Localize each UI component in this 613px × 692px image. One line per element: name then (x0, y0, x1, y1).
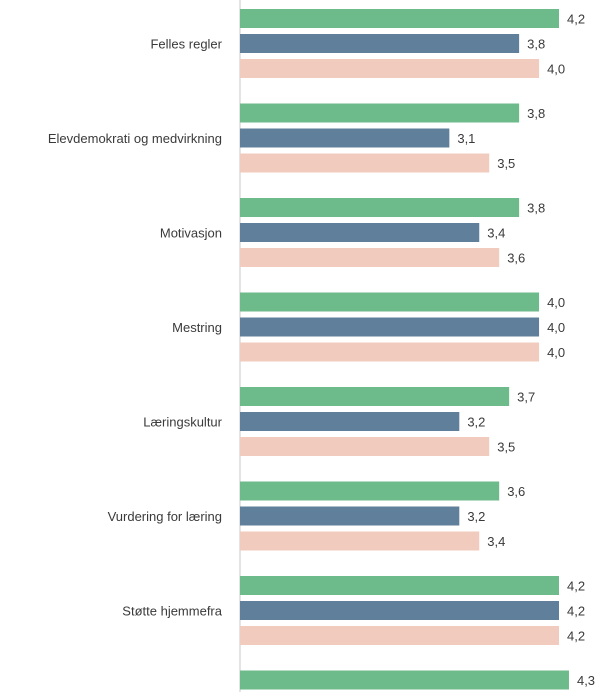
bar (240, 437, 490, 456)
data-label: 4,2 (567, 579, 585, 594)
bars-group (240, 9, 569, 690)
bar (240, 103, 520, 123)
category-label: Motivasjon (160, 226, 222, 241)
bar (240, 626, 559, 645)
category-label: Læringskultur (143, 415, 222, 430)
bar (240, 248, 500, 267)
category-label: Felles regler (150, 37, 222, 52)
data-label: 3,1 (457, 131, 475, 146)
data-label: 3,6 (507, 484, 525, 499)
bar (240, 601, 559, 620)
bar (240, 670, 569, 690)
data-label: 3,6 (507, 251, 525, 266)
category-label: Elevdemokrati og medvirkning (48, 131, 222, 146)
data-label: 3,4 (487, 226, 505, 241)
data-label: 4,3 (577, 673, 595, 688)
bar (240, 387, 510, 406)
bar (240, 292, 540, 312)
category-label: Mestring (172, 320, 222, 335)
bar (240, 198, 520, 217)
data-label: 3,4 (487, 534, 505, 549)
data-label: 4,0 (547, 320, 565, 335)
bar (240, 223, 480, 242)
data-label: 4,2 (567, 604, 585, 619)
data-label: 3,8 (527, 37, 545, 52)
data-label: 3,2 (467, 509, 485, 524)
bar (240, 9, 559, 28)
bar (240, 128, 450, 148)
data-label: 4,0 (547, 62, 565, 77)
bar (240, 317, 540, 337)
bar (240, 576, 559, 595)
data-label: 3,5 (497, 440, 515, 455)
data-label: 3,5 (497, 156, 515, 171)
category-label: Vurdering for læring (108, 509, 222, 524)
bar (240, 34, 520, 53)
data-label: 3,7 (517, 390, 535, 405)
data-label: 4,0 (547, 295, 565, 310)
bar (240, 59, 540, 78)
bar (240, 531, 480, 551)
bar (240, 506, 460, 526)
category-label: Støtte hjemmefra (122, 604, 222, 619)
bar (240, 412, 460, 431)
data-label: 3,8 (527, 106, 545, 121)
data-label: 4,0 (547, 345, 565, 360)
data-label: 4,2 (567, 629, 585, 644)
data-label: 4,2 (567, 12, 585, 27)
bar (240, 153, 490, 173)
bar (240, 342, 540, 362)
data-label: 3,2 (467, 415, 485, 430)
bar (240, 481, 500, 501)
data-label: 3,8 (527, 201, 545, 216)
